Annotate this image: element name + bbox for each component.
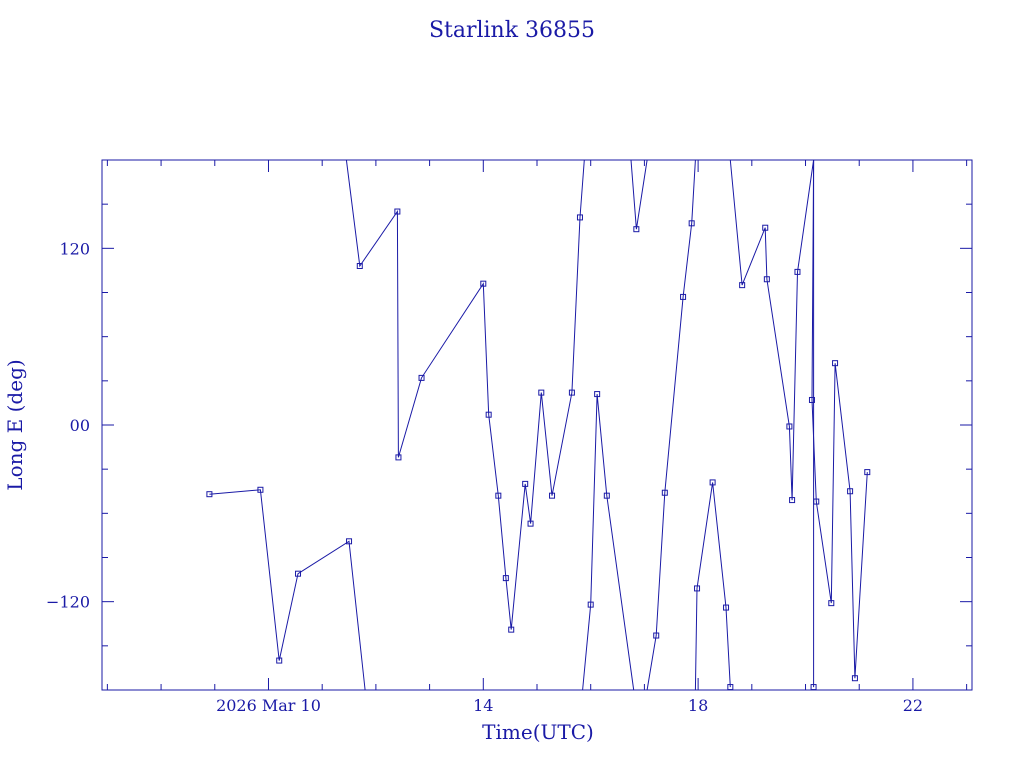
data-point xyxy=(709,479,716,486)
x-tick-label: 14 xyxy=(473,696,493,715)
data-point xyxy=(508,626,515,633)
data-point xyxy=(832,360,839,367)
data-point xyxy=(502,575,509,582)
series-line xyxy=(582,394,635,691)
x-tick-label: 2026 Mar 10 xyxy=(216,696,321,715)
data-point xyxy=(418,374,425,381)
data-point xyxy=(395,454,402,461)
data-point xyxy=(810,684,817,691)
series-line xyxy=(646,159,696,691)
data-point xyxy=(762,224,769,231)
data-point xyxy=(603,492,610,499)
data-point xyxy=(680,293,687,300)
x-tick-label: 18 xyxy=(688,696,708,715)
data-point xyxy=(789,497,796,504)
data-point xyxy=(763,276,770,283)
y-tick-label: −120 xyxy=(46,593,90,612)
data-point xyxy=(723,604,730,611)
series-line xyxy=(811,159,868,679)
data-point xyxy=(394,208,401,215)
data-point xyxy=(295,570,302,577)
data-point xyxy=(794,268,801,275)
y-tick-label: 120 xyxy=(59,239,90,258)
data-point xyxy=(813,498,820,505)
data-point xyxy=(576,214,583,221)
data-point xyxy=(808,396,815,403)
series-line xyxy=(345,159,585,630)
data-point xyxy=(485,411,492,418)
y-tick-label: 00 xyxy=(70,416,90,435)
data-point xyxy=(206,491,213,498)
series-line xyxy=(729,159,815,688)
y-axis-label: Long E (deg) xyxy=(3,359,27,490)
series-group xyxy=(206,159,871,691)
data-point xyxy=(739,282,746,289)
axis-ticks xyxy=(102,160,972,690)
data-point xyxy=(727,684,734,691)
x-axis-label: Time(UTC) xyxy=(482,720,594,744)
data-point xyxy=(688,220,695,227)
data-point xyxy=(276,657,283,664)
data-point xyxy=(694,585,701,592)
plot-frame xyxy=(101,159,973,691)
data-point xyxy=(568,389,575,396)
tick-labels: 2026 Mar 10 14 18 22 120 00 −120 xyxy=(46,239,923,715)
data-point xyxy=(864,469,871,476)
chart-title: Starlink 36855 xyxy=(429,18,595,43)
data-point xyxy=(346,538,353,545)
series-line xyxy=(209,489,366,691)
data-point xyxy=(538,389,545,396)
data-point xyxy=(661,489,668,496)
data-point xyxy=(527,520,534,527)
data-point xyxy=(653,632,660,639)
x-tick-label: 22 xyxy=(903,696,923,715)
data-point xyxy=(851,675,858,682)
data-point xyxy=(828,600,835,607)
data-point xyxy=(594,391,601,398)
data-point xyxy=(587,601,594,608)
data-point xyxy=(847,488,854,495)
series-line xyxy=(694,482,731,691)
data-point xyxy=(495,492,502,499)
data-point xyxy=(522,480,529,487)
data-point xyxy=(633,226,640,233)
data-point xyxy=(786,423,793,430)
data-point xyxy=(480,280,487,287)
data-point xyxy=(549,492,556,499)
data-point xyxy=(356,263,363,269)
data-point xyxy=(257,486,264,493)
series-line xyxy=(630,159,648,230)
